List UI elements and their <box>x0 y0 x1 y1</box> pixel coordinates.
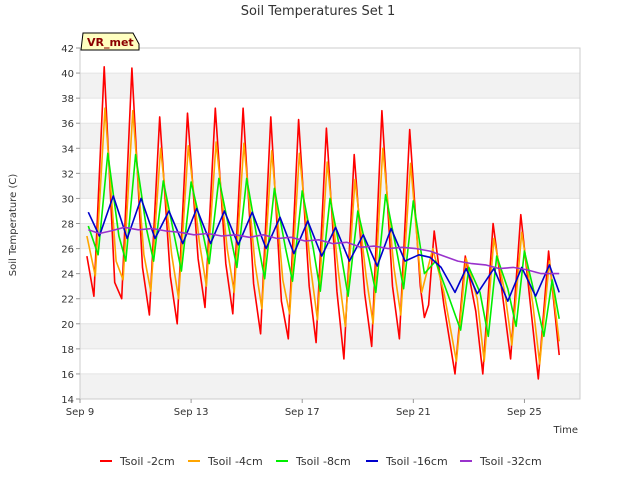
y-tick-label: 20 <box>61 320 74 331</box>
y-axis-title: Soil Temperature (C) <box>8 174 19 277</box>
grid-bands <box>80 48 580 400</box>
y-tick-label: 26 <box>61 245 74 256</box>
y-tick-label: 42 <box>61 44 74 55</box>
legend-label: Tsoil -8cm <box>295 455 351 468</box>
y-tick-label: 40 <box>61 69 74 80</box>
x-tick-label: Sep 17 <box>285 407 320 418</box>
y-tick-label: 28 <box>61 220 74 231</box>
badge-box <box>80 32 140 51</box>
legend-label: Tsoil -2cm <box>119 455 175 468</box>
legend-label: Tsoil -4cm <box>207 455 263 468</box>
legend: Tsoil -2cm Tsoil -4cm Tsoil -8cm Tsoil -16c… <box>100 455 542 468</box>
x-axis-ticks: Sep 9 Sep 13 Sep 17 Sep 21 Sep 25 <box>66 399 542 418</box>
x-tick-label: Sep 9 <box>66 407 94 418</box>
grid-band <box>80 298 580 324</box>
y-tick-label: 32 <box>61 169 74 180</box>
y-tick-label: 22 <box>61 295 74 306</box>
grid-band <box>80 98 580 124</box>
x-tick-label: Sep 21 <box>396 407 431 418</box>
dataset-badge: VR_met <box>80 32 140 51</box>
series-line-tsoil-8cm <box>87 152 560 338</box>
grid-band <box>80 148 580 174</box>
grid-band <box>80 348 580 374</box>
x-tick-label: Sep 13 <box>174 407 209 418</box>
grid-band <box>80 273 580 299</box>
grid-band <box>80 223 580 249</box>
grid-band <box>80 373 580 399</box>
y-tick-label: 18 <box>61 345 74 356</box>
grid-band <box>80 73 580 99</box>
y-tick-label: 38 <box>61 94 74 105</box>
y-tick-label: 34 <box>61 144 74 155</box>
grid-band <box>80 323 580 349</box>
badge-label: VR_met <box>87 36 134 49</box>
y-tick-label: 16 <box>61 370 74 381</box>
y-axis-ticks: 14 16 18 20 22 24 26 28 30 32 34 36 38 40 42 <box>61 44 80 406</box>
grid-band <box>80 123 580 149</box>
legend-label: Tsoil -32cm <box>479 455 542 468</box>
chart-title: Soil Temperatures Set 1 <box>241 4 396 19</box>
x-tick-label: Sep 25 <box>507 407 542 418</box>
x-axis-title: Time <box>553 425 578 436</box>
y-tick-label: 14 <box>61 395 74 406</box>
legend-label: Tsoil -16cm <box>385 455 448 468</box>
y-tick-label: 24 <box>61 270 74 281</box>
y-tick-label: 30 <box>61 194 74 205</box>
series-line-tsoil-32cm <box>88 226 560 275</box>
series-lines <box>86 66 560 380</box>
grid-band <box>80 48 580 74</box>
series-line-tsoil-2cm <box>86 66 560 380</box>
y-tick-label: 36 <box>61 119 74 130</box>
